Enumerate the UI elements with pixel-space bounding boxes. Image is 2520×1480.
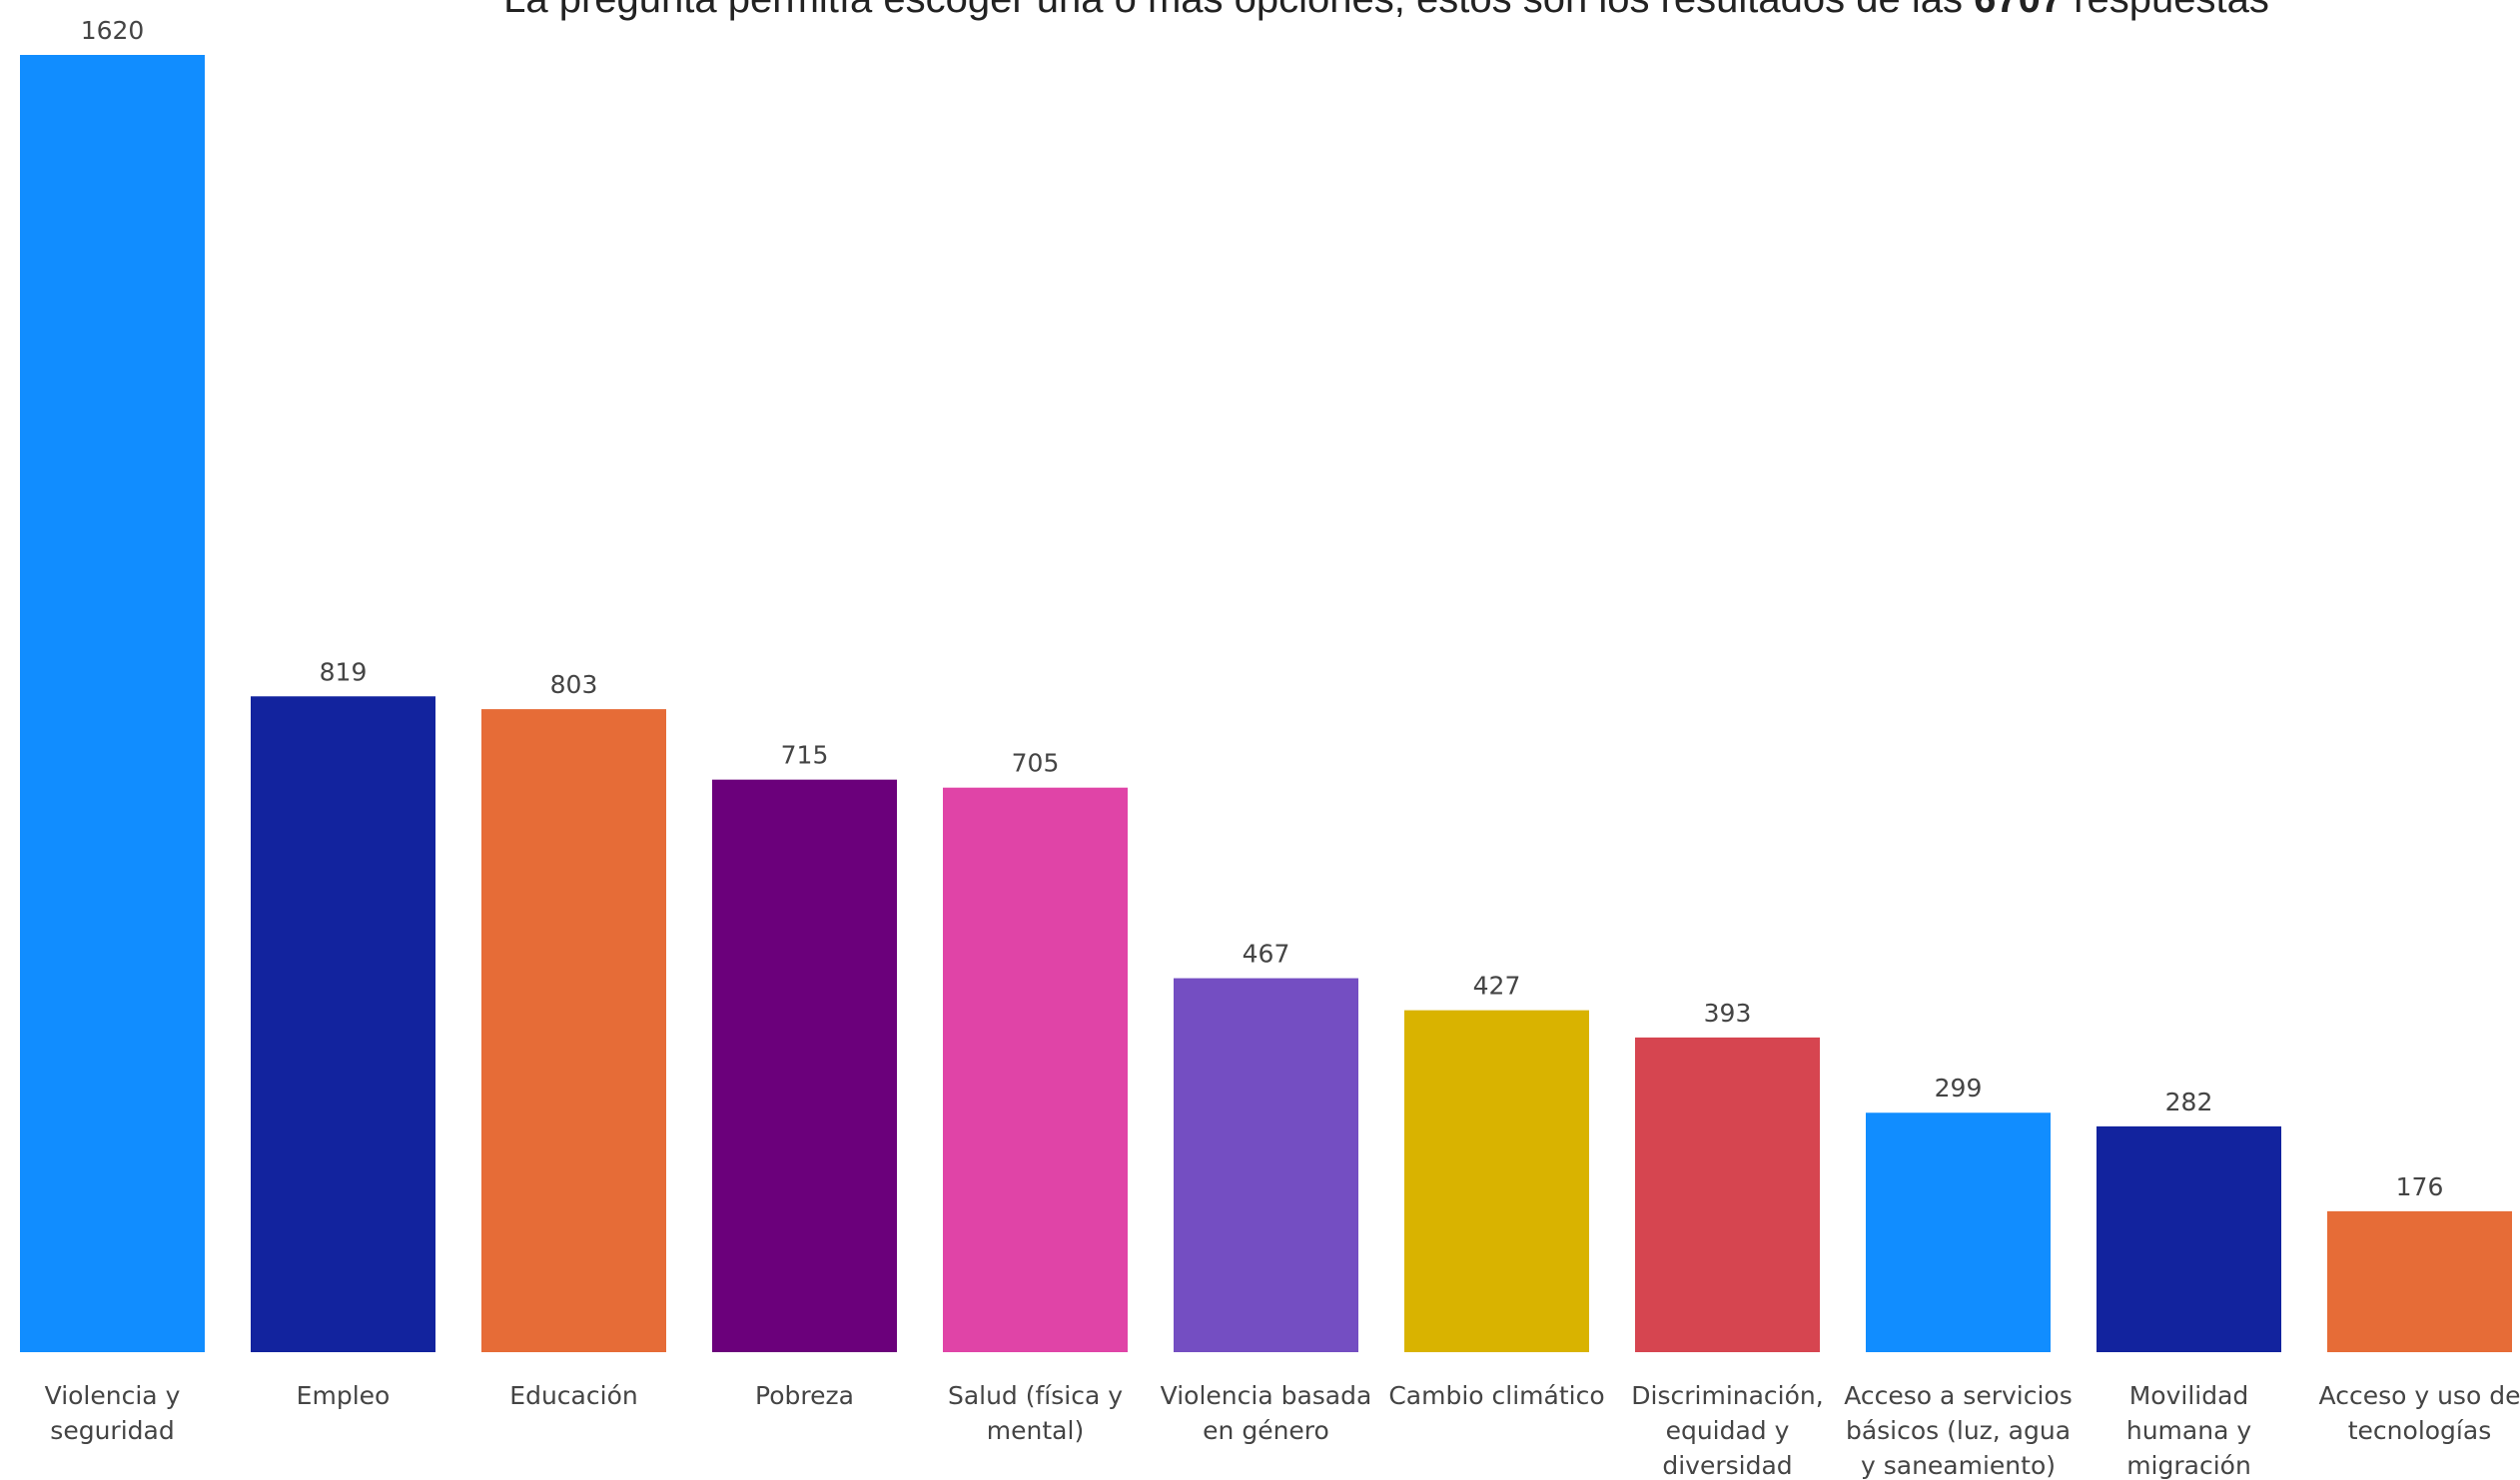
subtitle-text-end: respuestas [2063, 0, 2269, 21]
bar-value-label-8: 299 [1935, 1074, 1983, 1103]
bar-value-label-6: 427 [1473, 972, 1521, 1001]
bar-10 [2327, 1210, 2512, 1352]
bar-9 [2097, 1125, 2281, 1352]
bar-value-label-4: 705 [1012, 749, 1060, 778]
category-label-3: Pobreza [755, 1381, 854, 1410]
bar-8 [1866, 1112, 2051, 1352]
bar-value-label-1: 819 [320, 657, 368, 686]
bar-2 [481, 709, 666, 1352]
bars-group [20, 55, 2512, 1352]
chart-subtitle: La pregunta permitía escoger una o más o… [503, 0, 2269, 21]
bar-value-label-5: 467 [1243, 940, 1290, 969]
bar-value-label-2: 803 [550, 670, 598, 699]
category-label-5: Violencia basada en género [1161, 1381, 1372, 1445]
bar-value-label-3: 715 [781, 741, 829, 770]
bar-3 [712, 779, 897, 1352]
category-label-7: Discriminación, equidad y diversidad [1631, 1381, 1823, 1480]
category-label-9: Movilidad humana y migración [2126, 1381, 2251, 1480]
category-label-1: Empleo [297, 1381, 391, 1410]
bar-1 [251, 696, 435, 1352]
category-labels-group: Violencia y seguridad Empleo Educación Pobre… [45, 1381, 2520, 1480]
bar-6 [1404, 1010, 1589, 1352]
category-label-6: Cambio climático [1388, 1381, 1604, 1410]
subtitle-text-start: La pregunta permitía escoger una o más o… [503, 0, 1974, 21]
bar-value-label-10: 176 [2396, 1172, 2444, 1201]
category-label-4: Salud (física y mental) [948, 1381, 1123, 1445]
category-label-0: Violencia y seguridad [45, 1381, 181, 1445]
bar-value-label-7: 393 [1704, 999, 1752, 1028]
category-label-10: Acceso y uso de tecnologías [2319, 1381, 2520, 1445]
bar-0 [20, 55, 205, 1352]
bar-7 [1635, 1037, 1820, 1352]
value-labels-group: 1620 819 803 715 705 467 427 393 299 282 176 [81, 16, 2444, 1201]
bar-value-label-9: 282 [2165, 1088, 2213, 1116]
category-label-8: Acceso a servicios básicos (luz, agua y sa… [1844, 1381, 2073, 1480]
bar-5 [1174, 978, 1358, 1352]
bar-value-label-0: 1620 [81, 16, 145, 45]
subtitle-response-count: 6707 [1974, 0, 2063, 21]
bar-4 [943, 787, 1128, 1352]
category-label-2: Educación [509, 1381, 637, 1410]
